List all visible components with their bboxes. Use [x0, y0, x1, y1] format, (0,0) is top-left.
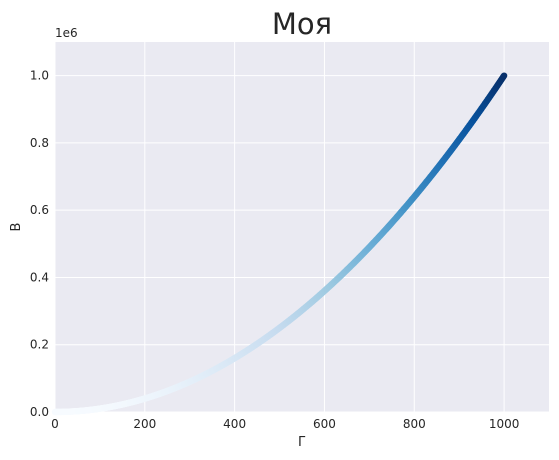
y-tick-label: 1.0	[30, 69, 49, 83]
y-axis-ticks: 0.0 0.2 0.4 0.6 0.8 1.0	[30, 69, 49, 419]
x-tick-label: 0	[51, 417, 59, 431]
y-axis-offset-label: 1e6	[55, 26, 78, 40]
y-tick-label: 0.2	[30, 338, 49, 352]
data-points	[51, 72, 508, 416]
y-tick-label: 0.6	[30, 203, 49, 217]
x-tick-label: 600	[313, 417, 336, 431]
plot-area	[55, 42, 549, 412]
y-tick-label: 0.8	[30, 136, 49, 150]
x-tick-label: 400	[223, 417, 246, 431]
x-tick-label: 200	[133, 417, 156, 431]
data-point	[500, 72, 508, 79]
y-tick-label: 0.0	[30, 405, 49, 419]
y-tick-label: 0.4	[30, 270, 49, 284]
x-tick-label: 800	[403, 417, 426, 431]
x-axis-label: Г	[298, 435, 306, 450]
x-axis-ticks: 0 200 400 600 800 1000	[51, 417, 519, 431]
y-axis-label: В	[9, 223, 24, 232]
x-tick-label: 1000	[489, 417, 520, 431]
grid	[54, 42, 549, 413]
chart-title: Моя	[272, 7, 332, 41]
